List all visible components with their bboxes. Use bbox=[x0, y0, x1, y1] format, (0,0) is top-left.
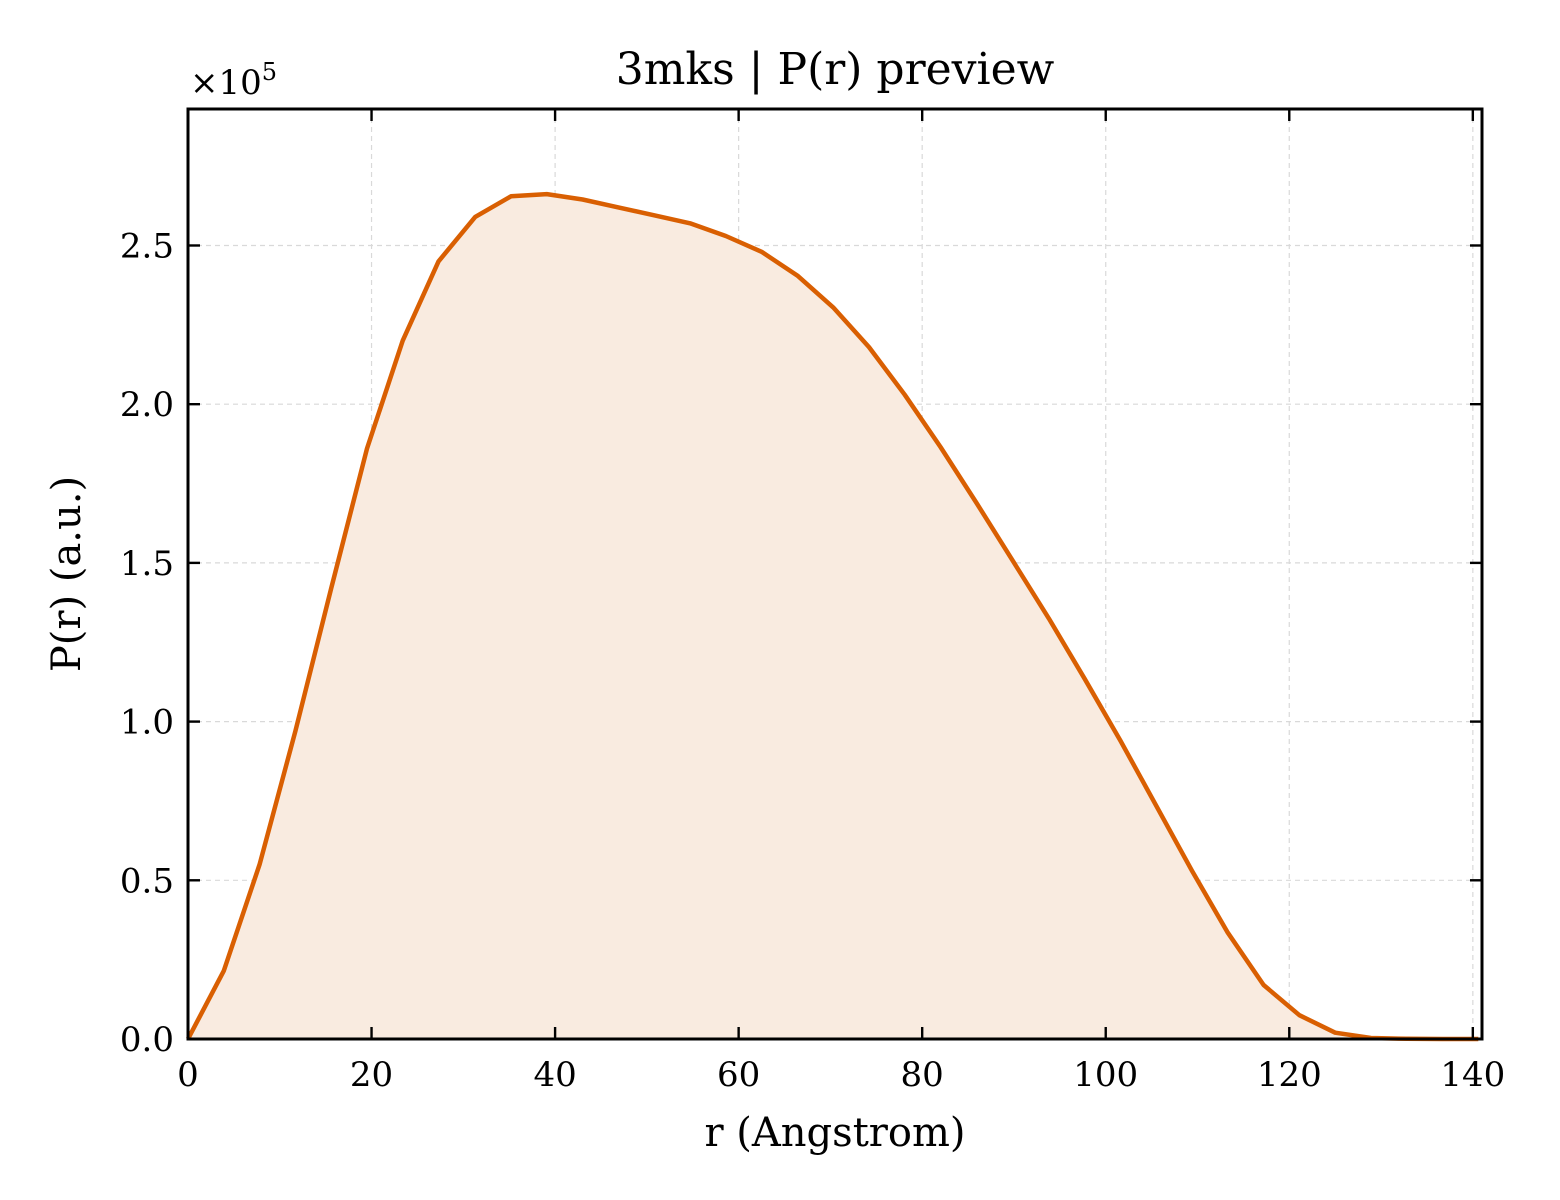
y-tick-label: 1.5 bbox=[120, 544, 174, 584]
series-line bbox=[186, 191, 1479, 1042]
y-axis-multiplier-exponent: 5 bbox=[262, 58, 277, 86]
series-area-fill bbox=[188, 194, 1479, 1040]
x-tick-label: 100 bbox=[1073, 1055, 1138, 1095]
y-tick-label: 0.0 bbox=[120, 1020, 174, 1060]
plot-frame bbox=[186, 107, 1484, 1041]
x-tick-label: 120 bbox=[1257, 1055, 1322, 1095]
x-axis-label: r (Angstrom) bbox=[704, 1110, 965, 1156]
y-tick-label: 2.0 bbox=[120, 385, 174, 425]
x-tick-label: 140 bbox=[1440, 1055, 1505, 1095]
x-tick-label: 80 bbox=[901, 1055, 944, 1095]
y-tick-label: 0.5 bbox=[120, 861, 174, 901]
y-axis-label: P(r) (a.u.) bbox=[44, 476, 90, 672]
chart-title: 3mks | P(r) preview bbox=[616, 44, 1055, 95]
y-tick-label: 2.5 bbox=[120, 226, 174, 266]
tick-layer: 0 20 40 60 80 100 120 140 0.0 0.5 1.0 1.5 2.0 2.5 bbox=[120, 109, 1505, 1095]
x-tick-label: 40 bbox=[533, 1055, 576, 1095]
x-tick-label: 20 bbox=[350, 1055, 393, 1095]
y-tick-label: 1.0 bbox=[120, 703, 174, 743]
x-tick-label: 0 bbox=[177, 1055, 199, 1095]
y-axis-multiplier-base: ×10 bbox=[190, 63, 262, 103]
x-tick-label: 60 bbox=[717, 1055, 760, 1095]
y-axis-multiplier: ×105 bbox=[190, 58, 277, 103]
